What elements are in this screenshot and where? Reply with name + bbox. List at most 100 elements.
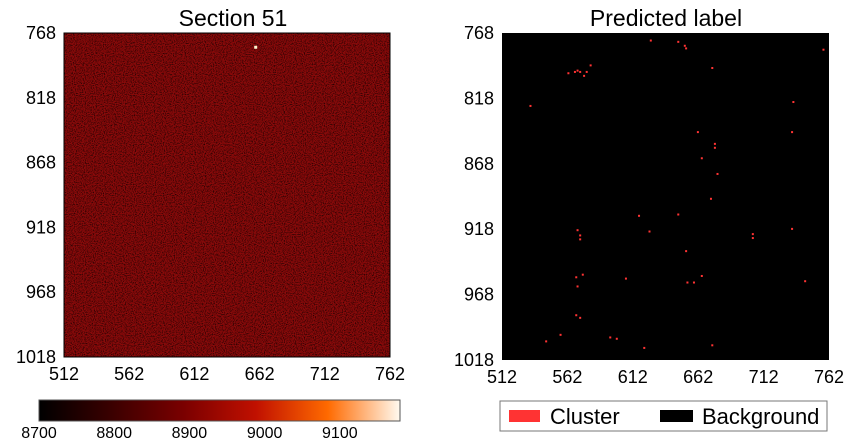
cluster-point <box>713 142 716 145</box>
cluster-point <box>713 146 716 149</box>
label-x-tick-label: 712 <box>749 367 779 387</box>
cluster-point <box>792 101 795 104</box>
heatmap-y-tick-label: 968 <box>26 282 56 302</box>
heatmap-x-ticks: 512 562 612 662 712 762 <box>49 364 405 384</box>
heatmap-x-tick-label: 712 <box>310 364 340 384</box>
cluster-point <box>567 72 570 75</box>
cluster-point <box>711 344 714 347</box>
cluster-point <box>716 172 719 175</box>
label-y-tick-label: 968 <box>464 285 494 305</box>
legend-swatch-cluster <box>509 410 540 422</box>
cluster-point <box>791 227 794 230</box>
colorbar-tick-label: 8700 <box>21 425 57 439</box>
colorbar-tick-label: 8900 <box>172 425 208 439</box>
heatmap-x-tick-label: 512 <box>49 364 79 384</box>
cluster-point <box>575 276 578 279</box>
cluster-point <box>583 74 586 77</box>
cluster-point <box>638 214 641 217</box>
cluster-point <box>575 314 578 317</box>
cluster-point <box>576 69 579 72</box>
cluster-point <box>609 336 612 339</box>
label-y-tick-label: 918 <box>464 219 494 239</box>
cluster-point <box>529 104 532 107</box>
heatmap-frame <box>63 32 391 358</box>
cluster-point <box>624 277 627 280</box>
label-y-tick-label: 868 <box>464 154 494 174</box>
cluster-point <box>649 39 652 42</box>
legend-swatch-background <box>660 410 693 422</box>
legend-label-cluster: Cluster <box>550 404 620 429</box>
cluster-point <box>683 44 686 47</box>
label-x-tick-label: 512 <box>487 367 517 387</box>
heatmap-y-tick-label: 868 <box>26 153 56 173</box>
cluster-point <box>700 274 703 277</box>
cluster-point <box>559 333 562 336</box>
label-plot-background <box>502 33 829 360</box>
colorbar-ticks: 8700 8800 8900 9000 9100 <box>21 425 358 439</box>
cluster-point <box>700 157 703 160</box>
cluster-point <box>615 337 618 340</box>
cluster-point <box>709 197 712 200</box>
cluster-point <box>576 229 579 232</box>
label-y-ticks: 768 818 868 918 968 1018 <box>454 23 494 370</box>
cluster-point <box>648 230 651 233</box>
cluster-point <box>696 131 699 134</box>
label-x-tick-label: 562 <box>552 367 582 387</box>
cluster-point <box>643 346 646 349</box>
heatmap-panel: Section 51 512 562 612 662 712 762 768 818 868 9… <box>16 5 405 384</box>
heatmap-y-tick-label: 768 <box>26 23 56 43</box>
heatmap-hotspots <box>254 45 258 49</box>
colorbar-gradient <box>38 399 401 422</box>
label-y-tick-label: 1018 <box>454 350 494 370</box>
cluster-point <box>686 281 689 284</box>
label-title: Predicted label <box>590 5 742 31</box>
heatmap-y-tick-label: 918 <box>26 217 56 237</box>
colorbar: 8700 8800 8900 9000 9100 <box>21 399 401 439</box>
cluster-point <box>579 316 582 319</box>
heatmap-title: Section 51 <box>179 5 288 31</box>
colorbar-tick-label: 9000 <box>247 425 283 439</box>
heatmap-hotspot <box>254 45 258 49</box>
heatmap-x-tick-label: 762 <box>375 364 405 384</box>
legend: Cluster Background <box>499 400 828 432</box>
cluster-point <box>576 285 579 288</box>
cluster-point <box>685 250 688 253</box>
cluster-point <box>751 233 754 236</box>
cluster-point <box>579 70 582 73</box>
heatmap-x-tick-label: 562 <box>114 364 144 384</box>
label-x-tick-label: 762 <box>814 367 844 387</box>
heatmap-x-tick-label: 662 <box>245 364 275 384</box>
cluster-point <box>822 48 825 51</box>
heatmap-plot <box>63 32 391 358</box>
cluster-point <box>581 273 584 276</box>
cluster-point <box>579 234 582 237</box>
heatmap-x-tick-label: 612 <box>179 364 209 384</box>
cluster-point <box>579 238 582 241</box>
label-x-ticks: 512 562 612 662 712 762 <box>487 367 844 387</box>
cluster-point <box>692 281 695 284</box>
label-y-tick-label: 768 <box>464 23 494 43</box>
cluster-point <box>677 213 680 216</box>
colorbar-tick-label: 9100 <box>322 425 358 439</box>
heatmap-noise <box>64 33 390 357</box>
heatmap-y-ticks: 768 818 868 918 968 1018 <box>16 23 56 367</box>
label-x-tick-label: 662 <box>683 367 713 387</box>
heatmap-y-tick-label: 818 <box>26 88 56 108</box>
cluster-point <box>573 70 576 73</box>
cluster-point <box>677 40 680 43</box>
legend-label-background: Background <box>702 404 819 429</box>
cluster-point <box>589 64 592 67</box>
cluster-point <box>685 47 688 50</box>
cluster-point <box>751 237 754 240</box>
colorbar-tick-label: 8800 <box>96 425 132 439</box>
cluster-points <box>529 39 825 349</box>
cluster-point <box>545 340 548 343</box>
label-panel: Predicted label 512 562 612 662 712 762 768 81… <box>454 5 844 387</box>
label-x-tick-label: 612 <box>618 367 648 387</box>
cluster-point <box>791 131 794 134</box>
cluster-point <box>711 67 714 70</box>
cluster-point <box>585 70 588 73</box>
cluster-point <box>804 280 807 283</box>
heatmap-y-tick-label: 1018 <box>16 347 56 367</box>
